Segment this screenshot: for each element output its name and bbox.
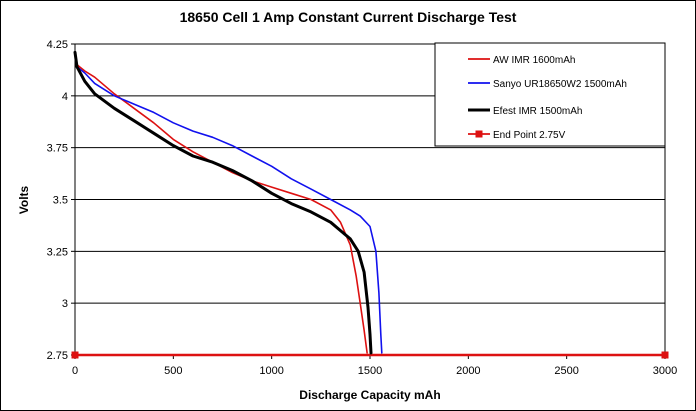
x-tick-label: 1000 [259,365,283,377]
legend-label-3: End Point 2.75V [493,130,566,141]
series-line-2 [73,50,373,355]
legend-label-2: Efest IMR 1500mAh [493,106,582,117]
y-tick-label: 3.75 [47,143,68,155]
y-axis-title: Volts [17,185,31,214]
y-tick-label: 4.25 [47,39,68,51]
x-tick-label: 3000 [653,365,677,377]
legend: AW IMR 1600mAh Sanyo UR18650W2 1500mAh Efe… [434,42,666,147]
y-tick-label: 4 [62,91,68,103]
y-tick-label: 2.75 [47,350,68,362]
endpoint-marker [71,351,79,359]
series-line-1 [74,51,383,354]
x-tick-label: 2500 [554,365,578,377]
x-axis-ticks: 0 500 1000 1500 2000 2500 3000 [72,355,677,377]
y-tick-label: 3 [62,298,68,310]
x-tick-label: 500 [164,365,182,377]
x-axis-title: Discharge Capacity mAh [299,388,440,402]
endpoint-marker [661,351,669,359]
legend-box [434,42,666,147]
x-tick-label: 1500 [358,365,382,377]
y-tick-label: 3.25 [47,246,68,258]
legend-label-0: AW IMR 1600mAh [493,55,575,66]
x-tick-label: 2000 [456,365,480,377]
x-tick-label: 0 [72,365,78,377]
y-axis-ticks: 2.75 3 3.25 3.5 3.75 4 4.25 [47,39,75,362]
series-lines [71,50,669,359]
legend-marker [475,130,483,138]
legend-label-1: Sanyo UR18650W2 1500mAh [493,79,627,90]
chart-title: 18650 Cell 1 Amp Constant Current Discha… [180,9,517,25]
y-tick-label: 3.5 [53,195,68,207]
